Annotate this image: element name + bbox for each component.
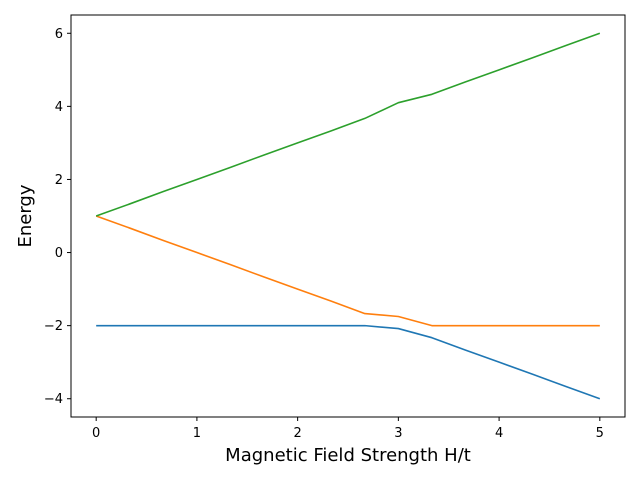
x-tick-label: 3 xyxy=(394,426,402,441)
y-axis-ticks: −4 −2 0 2 4 6 xyxy=(44,27,71,407)
plot-frame xyxy=(70,14,626,418)
x-axis-label: Magnetic Field Strength H/t xyxy=(225,445,471,466)
y-tick-label: 2 xyxy=(55,173,63,188)
y-tick-label: 4 xyxy=(55,100,63,115)
y-tick-label: −4 xyxy=(44,392,63,407)
x-axis-ticks: 0 1 2 3 4 5 xyxy=(92,417,604,441)
y-tick-label: 0 xyxy=(55,246,63,261)
x-tick-label: 0 xyxy=(92,426,100,441)
x-tick-label: 4 xyxy=(495,426,503,441)
y-axis-label: Energy xyxy=(15,184,36,247)
series-line-3 xyxy=(95,32,601,217)
series-line-1 xyxy=(96,324,601,400)
y-tick-label: 6 xyxy=(55,27,63,42)
x-tick-label: 1 xyxy=(193,426,201,441)
y-tick-label: −2 xyxy=(44,319,63,334)
x-tick-label: 5 xyxy=(596,426,604,441)
series-layer xyxy=(95,32,601,400)
x-tick-label: 2 xyxy=(293,426,301,441)
series-line-2 xyxy=(95,215,600,327)
